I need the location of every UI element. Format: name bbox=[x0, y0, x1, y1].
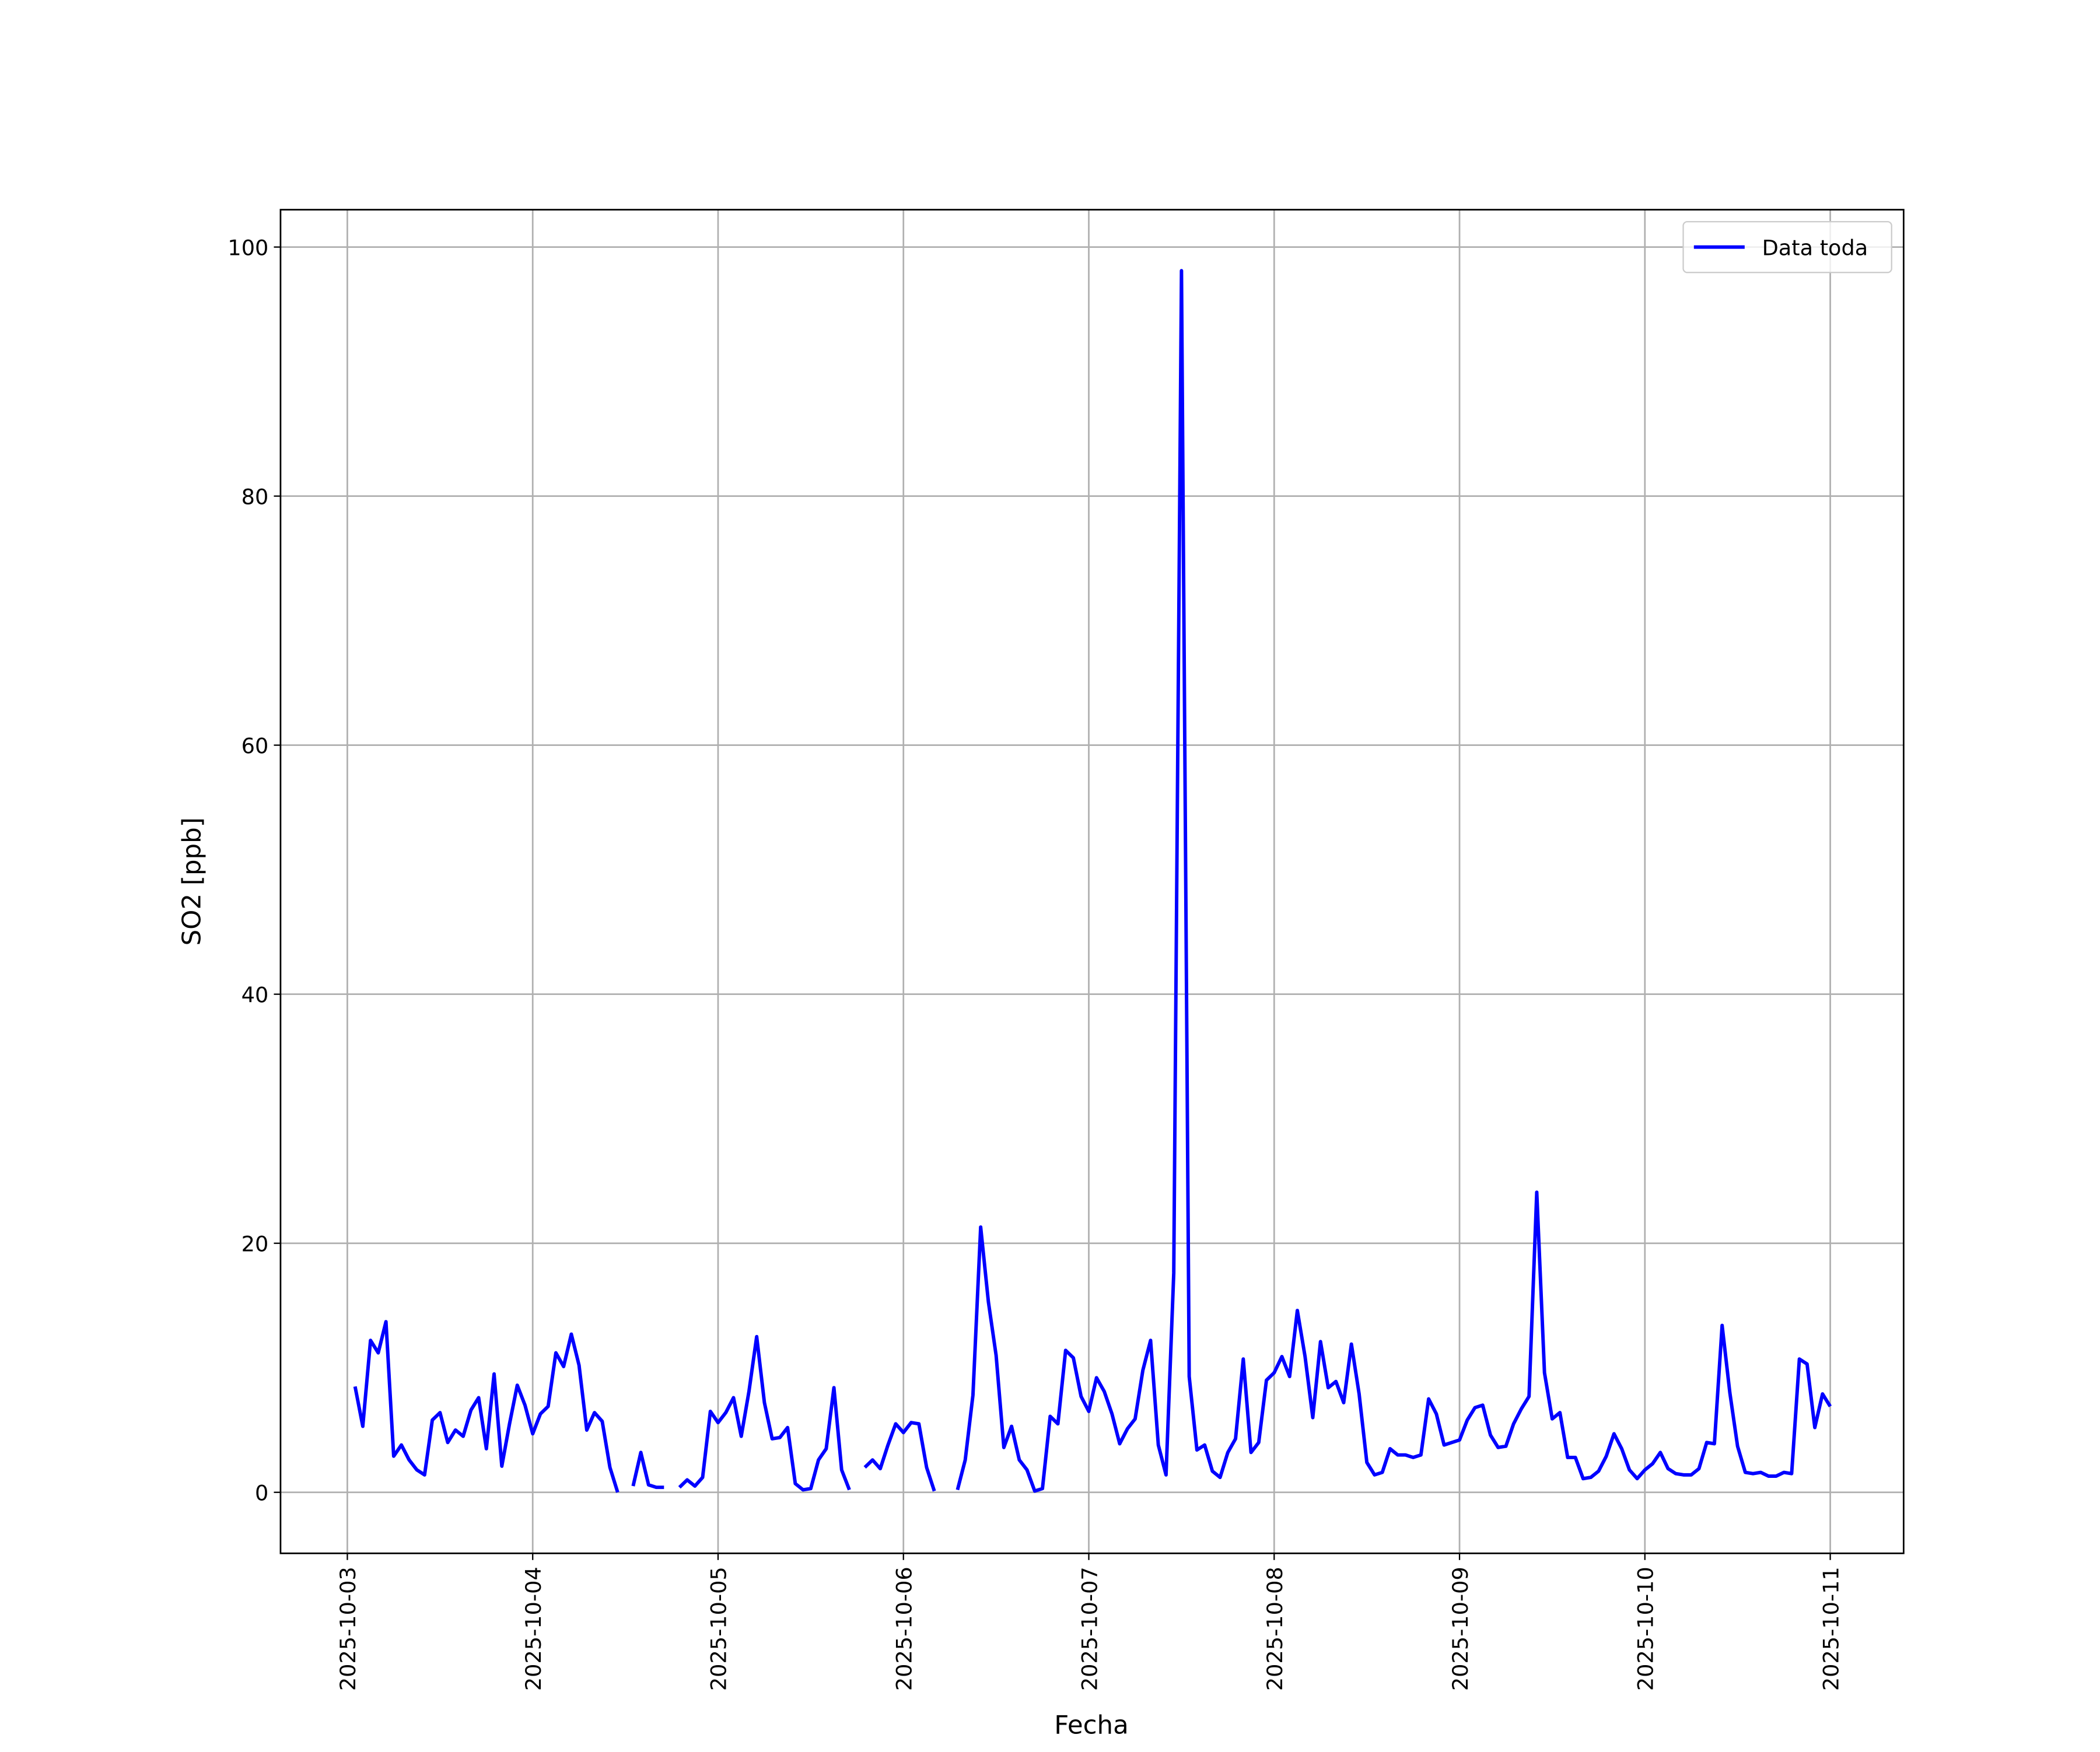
y-tick-label: 60 bbox=[242, 733, 269, 758]
x-tick-label: 2025-10-07 bbox=[1077, 1567, 1102, 1691]
plot-area bbox=[353, 269, 1832, 1493]
grid bbox=[280, 209, 1904, 1554]
y-tick-label: 0 bbox=[255, 1480, 268, 1505]
x-tick-label: 2025-10-09 bbox=[1448, 1567, 1473, 1691]
y-tick-label: 20 bbox=[242, 1231, 269, 1256]
legend-box bbox=[1682, 221, 1892, 274]
axes-frame bbox=[279, 209, 1905, 1554]
x-tick-label: 2025-10-04 bbox=[521, 1567, 546, 1691]
y-axis-label: SO2 [ppb] bbox=[178, 817, 207, 945]
y-tick-label: 100 bbox=[228, 235, 268, 260]
x-axis-label: Fecha bbox=[1054, 1711, 1129, 1740]
y-tick-label: 40 bbox=[242, 982, 269, 1007]
background bbox=[19, 0, 2081, 1750]
data-line bbox=[353, 269, 1832, 1493]
legend: Data toda bbox=[1682, 221, 1892, 274]
x-tick-label: 2025-10-03 bbox=[335, 1567, 360, 1691]
y-tick-label: 80 bbox=[242, 484, 269, 509]
x-tick-label: 2025-10-06 bbox=[891, 1567, 916, 1691]
x-tick-label: 2025-10-08 bbox=[1262, 1567, 1287, 1691]
x-tick-label: 2025-10-11 bbox=[1818, 1567, 1843, 1691]
x-tick-label: 2025-10-05 bbox=[706, 1567, 732, 1691]
legend-label: Data toda bbox=[1762, 235, 1868, 260]
ticks: 0 20 40 60 80 100 2025-10-03 2025-10-04 2025-10-… bbox=[228, 235, 1843, 1691]
x-tick-label: 2025-10-10 bbox=[1633, 1567, 1658, 1691]
